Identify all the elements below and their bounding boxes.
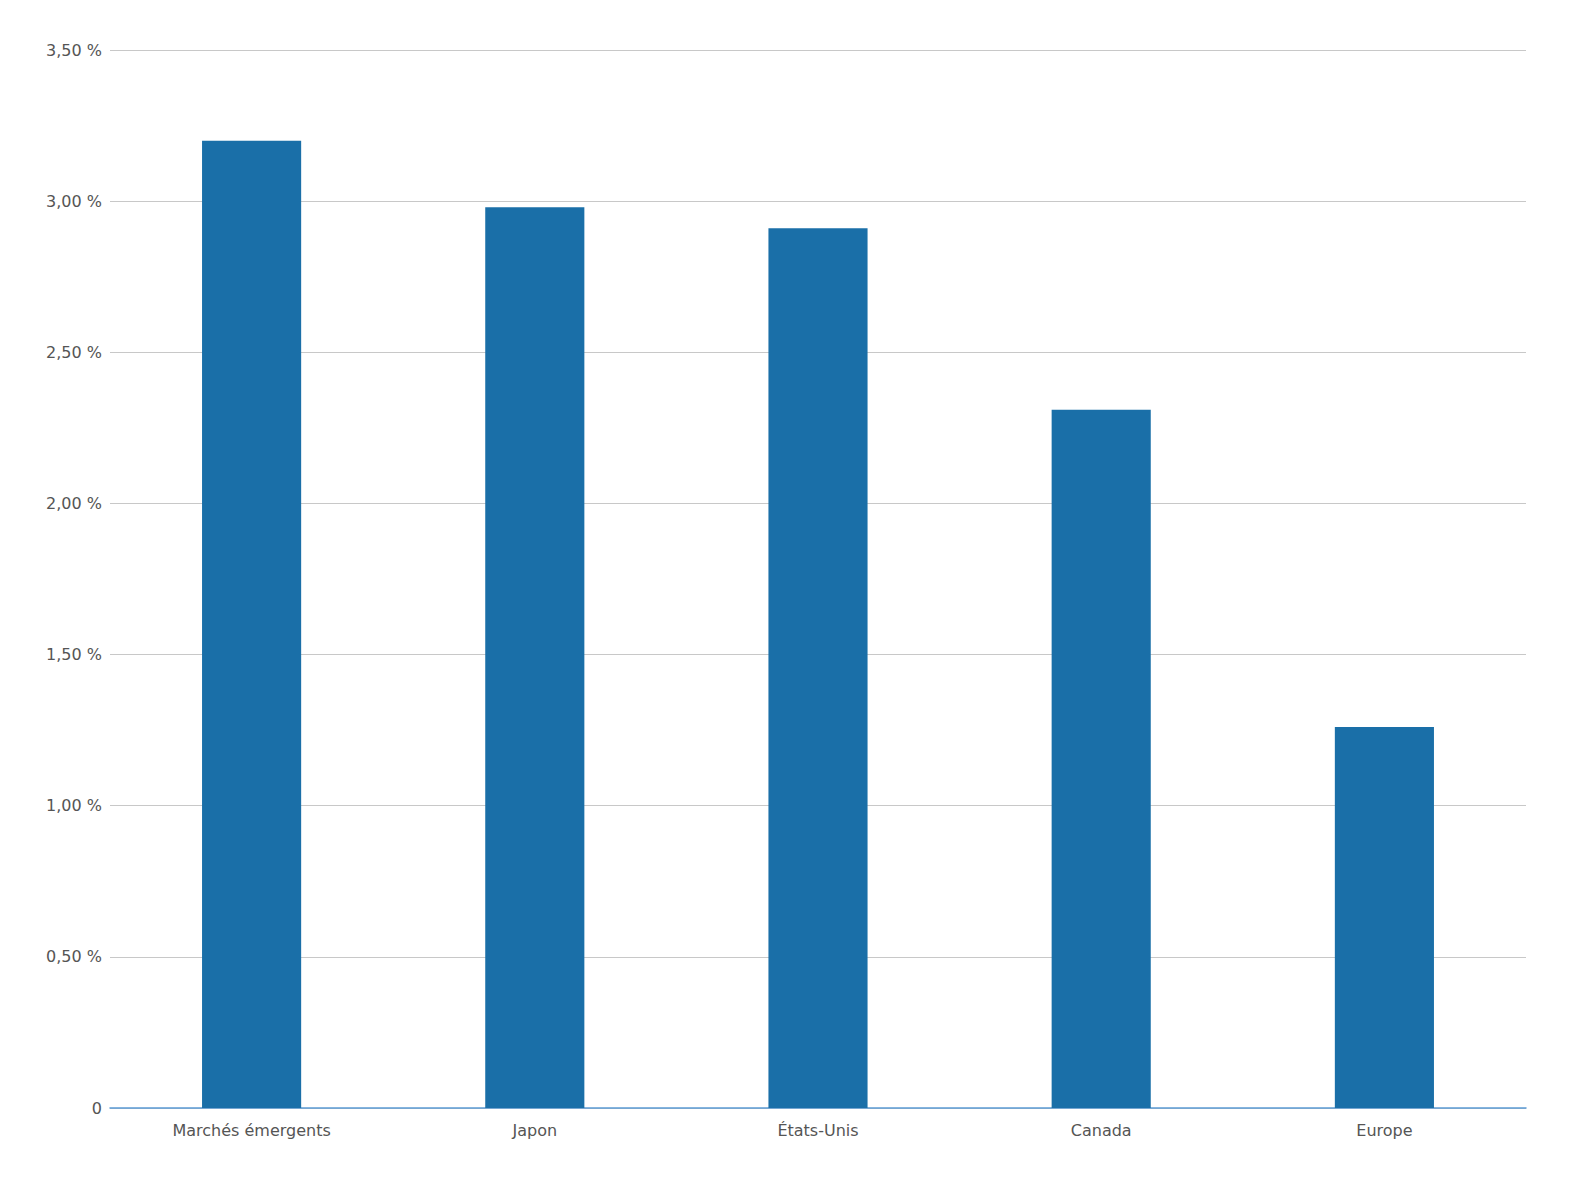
svg-text:2,00 %: 2,00 % (46, 494, 102, 513)
svg-text:0,50 %: 0,50 % (46, 947, 102, 966)
svg-text:Europe: Europe (1356, 1121, 1412, 1140)
svg-text:Japon: Japon (511, 1121, 557, 1140)
svg-text:Marchés émergents: Marchés émergents (172, 1121, 330, 1140)
svg-text:2,50 %: 2,50 % (46, 343, 102, 362)
svg-text:1,50 %: 1,50 % (46, 645, 102, 664)
svg-text:0: 0 (92, 1099, 102, 1118)
svg-text:3,50 %: 3,50 % (46, 41, 102, 60)
svg-text:États-Unis: États-Unis (777, 1121, 858, 1140)
svg-text:Canada: Canada (1071, 1121, 1132, 1140)
svg-text:3,00 %: 3,00 % (46, 192, 102, 211)
svg-text:1,00 %: 1,00 % (46, 796, 102, 815)
